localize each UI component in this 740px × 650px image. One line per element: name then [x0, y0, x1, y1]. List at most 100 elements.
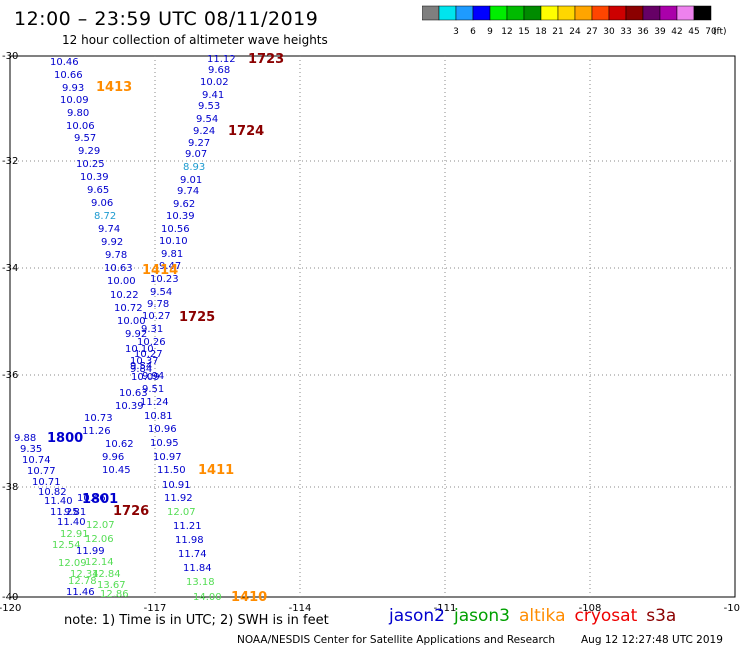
pass-time-label: 1724: [228, 124, 264, 139]
pass-time-label: 1410: [231, 590, 267, 605]
legend-entry-cryosat: cryosat: [574, 606, 638, 626]
wave-height-value: 9.94: [142, 371, 164, 382]
wave-height-value: 13.67: [97, 580, 126, 591]
wave-height-value: 12.54: [52, 540, 81, 551]
scale-tick-label: 27: [586, 27, 597, 36]
scale-tick-label: 3: [453, 27, 459, 36]
scale-tick-label: 33: [620, 27, 631, 36]
wave-height-value: 10.96: [148, 424, 177, 435]
wave-height-value: 10.22: [110, 290, 139, 301]
wave-height-value: 10.37: [130, 356, 159, 367]
scale-tick-label: 12: [501, 27, 512, 36]
wave-height-value: 9.29: [78, 146, 100, 157]
wave-height-value: 10.73: [84, 413, 113, 424]
map-frame: [9, 55, 736, 598]
wave-height-value: 9.07: [185, 149, 207, 160]
wave-height-value: 10.63: [119, 388, 148, 399]
scale-tick-label: 15: [518, 27, 529, 36]
wave-height-value: 10.00: [117, 316, 146, 327]
generated-timestamp: Aug 12 12:27:48 UTC 2019: [581, 634, 723, 646]
pass-time-label: 1801: [82, 492, 118, 507]
scale-tick-label: 21: [552, 27, 563, 36]
wave-height-value: 10.09: [131, 372, 160, 383]
credit-line: NOAA/NESDIS Center for Satellite Applica…: [237, 634, 555, 646]
latitude-tick-label: -34: [2, 263, 18, 274]
latitude-tick-label: -36: [2, 370, 18, 381]
wave-height-value: 12.07: [167, 507, 196, 518]
wave-height-value: 9.92: [125, 329, 147, 340]
wave-height-value: 12.34: [70, 569, 99, 580]
wave-height-value: 11.99: [76, 546, 105, 557]
wave-height-value: 9.92: [101, 237, 123, 248]
wave-height-value: 10.39: [166, 211, 195, 222]
scale-tick-label: 18: [535, 27, 547, 36]
legend-entry-jason3: jason3: [454, 606, 510, 626]
color-scale: 3 6 9 12 15 18 21 24 27 30 33 36 39 42 45 70(ft): [422, 5, 727, 36]
wave-height-value: 12.86: [100, 589, 129, 600]
wave-height-value: 10.10: [159, 236, 188, 247]
wave-height-value: 9.31: [141, 324, 163, 335]
wave-height-value: 11.92: [164, 493, 193, 504]
wave-height-value: 9.57: [74, 133, 96, 144]
pass-time-label: 1726: [113, 504, 149, 519]
wave-height-value: 10.72: [114, 303, 143, 314]
wave-height-value: 9.93: [62, 83, 84, 94]
longitude-tick-label: -111: [434, 603, 457, 614]
wave-height-value: 9.62: [173, 199, 195, 210]
wave-height-value: 9.81: [161, 249, 183, 260]
wave-height-value: 9.88: [14, 433, 36, 444]
wave-height-value: 10.39: [115, 401, 144, 412]
scale-tick-label: 9: [487, 27, 493, 36]
wave-height-value: 9.68: [208, 65, 230, 76]
scale-tick-label: 70: [705, 27, 717, 36]
wave-height-value: 10.66: [54, 70, 83, 81]
wave-height-value: 12.09: [58, 558, 87, 569]
latitude-tick-label: -30: [2, 51, 18, 62]
wave-height-value: 11.40: [57, 517, 86, 528]
wave-height-value: 11.74: [178, 549, 207, 560]
scale-tick-label: 6: [470, 27, 476, 36]
wave-height-value: 9.53: [198, 101, 220, 112]
wave-height-value: 9.27: [188, 138, 210, 149]
wave-height-value: 9.01: [180, 175, 202, 186]
wave-height-value: 9.74: [177, 186, 199, 197]
wave-height-value: 10.74: [22, 455, 51, 466]
wave-height-value: 9.06: [91, 198, 113, 209]
wave-height-value: 8.93: [183, 162, 205, 173]
pass-time-label: 1414: [142, 263, 178, 278]
scale-swatch: [693, 5, 712, 21]
latitude-tick-label: -40: [2, 592, 18, 603]
wave-height-value: 9.41: [202, 90, 224, 101]
wave-height-value: 14.00: [193, 592, 222, 603]
wave-height-value: 9.81: [64, 507, 86, 518]
wave-height-value: 10.26: [137, 337, 166, 348]
wave-height-value: 10.46: [77, 493, 106, 504]
wave-height-value: 11.25: [50, 507, 79, 518]
scale-tick-label: 39: [654, 27, 666, 36]
wave-height-value: 10.25: [76, 159, 105, 170]
wave-height-value: 10.77: [27, 466, 56, 477]
wave-height-value: 9.51: [142, 384, 164, 395]
wave-height-value: 9.65: [87, 185, 109, 196]
latitude-tick-label: -38: [2, 482, 18, 493]
wave-height-value: 9.78: [105, 250, 127, 261]
wave-height-value: 9.84: [130, 364, 152, 375]
wave-height-value: 10.82: [38, 487, 67, 498]
scale-tick-label: 24: [569, 27, 581, 36]
wave-height-value: 11.84: [183, 563, 212, 574]
wave-height-value: 10.09: [60, 95, 89, 106]
pass-time-label: 1413: [96, 80, 132, 95]
satellite-legend: jason2 jason3 altika cryosat s3a: [389, 606, 685, 626]
legend-entry-jason2: jason2: [389, 606, 445, 626]
wave-height-value: 9.74: [98, 224, 120, 235]
footer-note: note: 1) Time is in UTC; 2) SWH is in fe…: [64, 613, 329, 628]
scale-tick-label: 36: [637, 27, 649, 36]
pass-time-label: 1411: [198, 463, 234, 478]
legend-entry-s3a: s3a: [646, 606, 677, 626]
wave-height-value: 10.97: [153, 452, 182, 463]
wave-height-value: 10.27: [134, 349, 163, 360]
wave-height-value: 11.21: [173, 521, 202, 532]
wave-height-value: 9.78: [147, 299, 169, 310]
wave-height-value: 10.00: [107, 276, 136, 287]
